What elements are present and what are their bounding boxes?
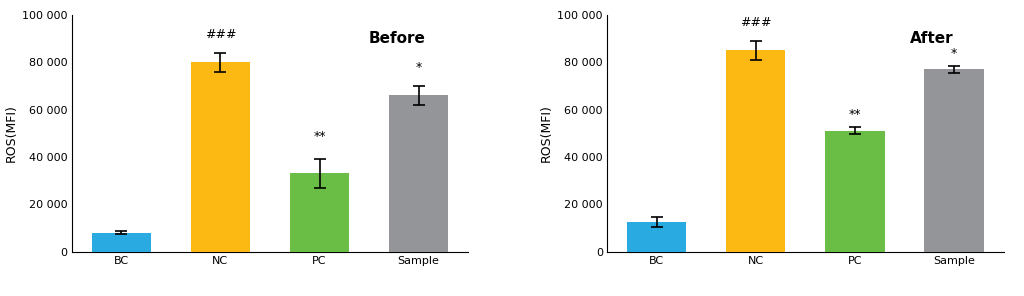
Bar — [627, 222, 686, 252]
Text: *: * — [951, 47, 957, 60]
Text: *: * — [416, 61, 422, 74]
Bar — [389, 95, 449, 252]
Bar — [190, 62, 250, 252]
Bar — [726, 50, 785, 252]
Bar — [290, 173, 349, 252]
Text: After: After — [910, 31, 954, 46]
Bar — [825, 131, 885, 252]
Text: Before: Before — [369, 31, 425, 46]
Text: **: ** — [313, 130, 326, 143]
Bar — [91, 233, 151, 252]
Bar — [925, 69, 984, 252]
Y-axis label: ROS(MFI): ROS(MFI) — [540, 104, 553, 162]
Text: **: ** — [849, 108, 861, 121]
Text: ###: ### — [205, 28, 237, 41]
Text: ###: ### — [740, 16, 771, 29]
Y-axis label: ROS(MFI): ROS(MFI) — [5, 104, 17, 162]
